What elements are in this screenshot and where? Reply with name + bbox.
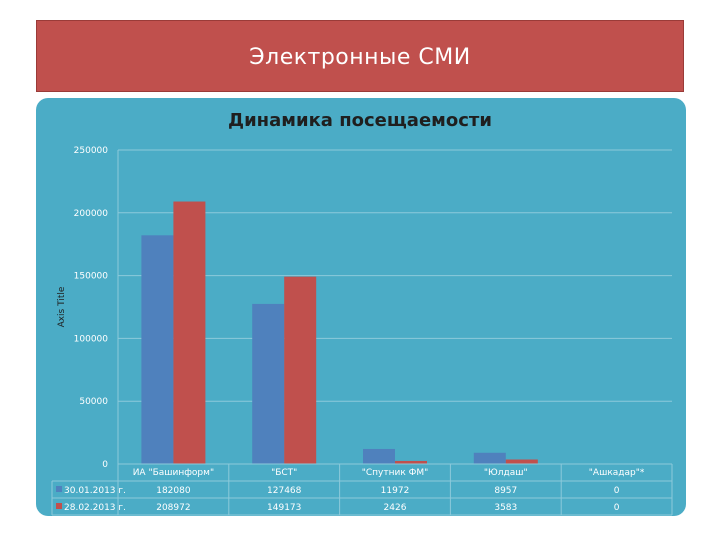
legend-key [56, 503, 62, 509]
legend-key [56, 486, 62, 492]
category-label: ИА "Башинформ" [133, 468, 214, 478]
data-label: 8957 [494, 486, 517, 496]
data-label: 11972 [381, 486, 410, 496]
data-label: 149173 [267, 503, 301, 513]
y-tick-label: 100000 [74, 334, 109, 344]
bar-1-4 [473, 452, 506, 464]
data-label: 182080 [156, 486, 191, 496]
category-label: "Ашкадар"* [589, 468, 645, 478]
y-axis-title: Axis Title [57, 286, 67, 327]
chart-title: Динамика посещаемости [228, 110, 492, 131]
page-title: Электронные СМИ [249, 45, 471, 70]
y-tick-label: 200000 [74, 209, 109, 219]
bar-2-2 [284, 276, 317, 464]
data-label: 208972 [156, 503, 190, 513]
bar-2-1 [173, 201, 206, 464]
bar-2-3 [395, 460, 427, 464]
bar-1-3 [363, 448, 395, 464]
y-tick-label: 250000 [74, 146, 109, 156]
series-name: 30.01.2013 г. [64, 486, 126, 496]
data-label: 3583 [494, 503, 517, 513]
category-label: "БСТ" [271, 468, 297, 478]
data-label: 0 [614, 486, 620, 496]
category-label: "Юлдаш" [484, 468, 528, 478]
series-name: 28.02.2013 г. [64, 503, 126, 513]
y-tick-label: 0 [102, 460, 108, 470]
bar-2-4 [505, 459, 538, 464]
data-label: 0 [614, 503, 620, 513]
category-label: "Спутник ФМ" [362, 468, 429, 478]
data-label: 127468 [267, 486, 302, 496]
bar-1-2 [252, 303, 285, 464]
header-banner: Электронные СМИ [36, 20, 684, 92]
bar-1-1 [141, 235, 174, 464]
y-tick-label: 50000 [79, 397, 108, 407]
data-label: 2426 [384, 503, 407, 513]
y-tick-label: 150000 [74, 272, 109, 282]
